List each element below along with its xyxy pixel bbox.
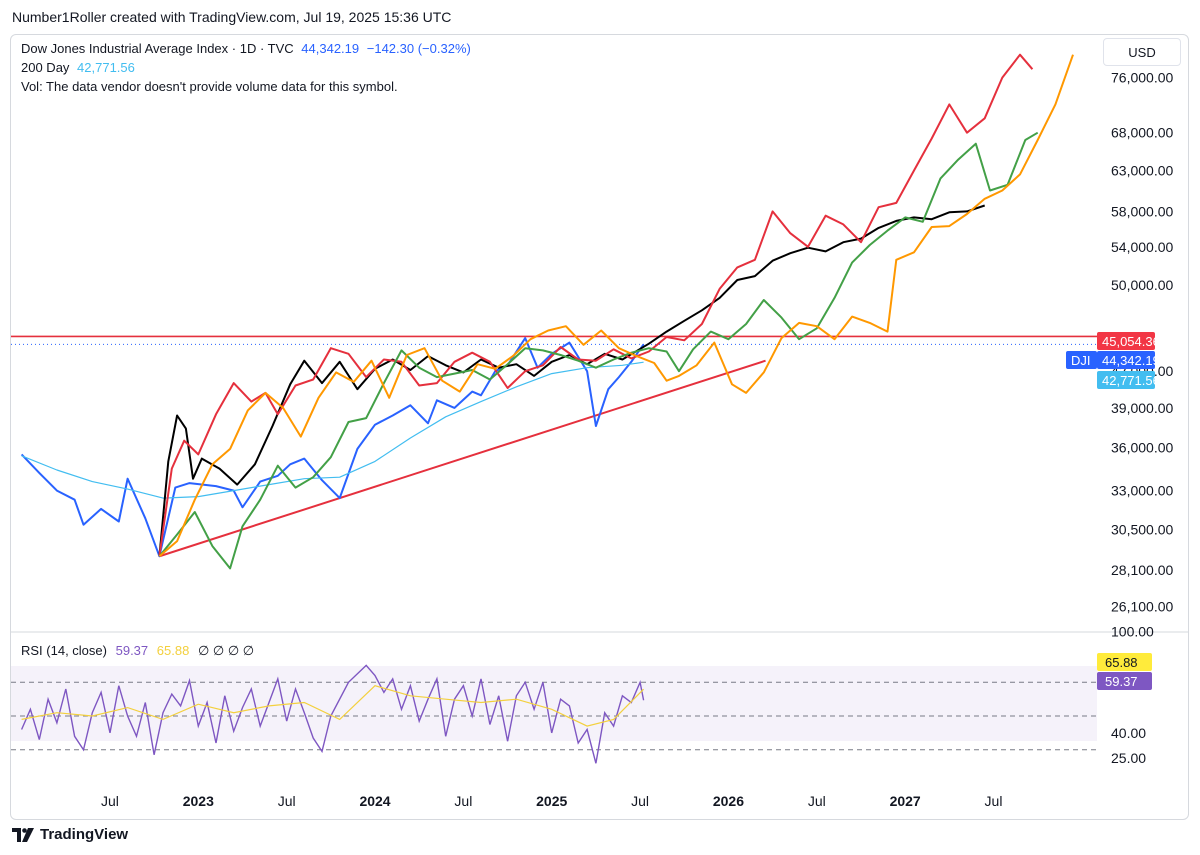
symbol-legend[interactable]: Dow Jones Industrial Average Index · 1D … xyxy=(21,40,475,58)
tradingview-icon xyxy=(12,827,34,842)
chart-frame xyxy=(10,34,1189,820)
last-price: 44,342.19 xyxy=(301,41,360,56)
rsi-title: RSI (14, close) xyxy=(21,643,107,658)
rsi-legend[interactable]: RSI (14, close) 59.37 65.88 ∅ ∅ ∅ ∅ xyxy=(21,642,259,660)
price-change: −142.30 (−0.32%) xyxy=(366,41,471,56)
volume-note: Vol: The data vendor doesn't provide vol… xyxy=(21,79,398,94)
ma-legend[interactable]: 200 Day 42,771.56 xyxy=(21,59,139,77)
symbol-title: Dow Jones Industrial Average Index · 1D … xyxy=(21,41,294,56)
ma-label: 200 Day xyxy=(21,60,70,75)
tradingview-logo[interactable]: TradingView xyxy=(12,826,128,843)
ma-value: 42,771.56 xyxy=(77,60,135,75)
rsi-extra: ∅ ∅ ∅ ∅ xyxy=(197,643,255,658)
rsi-ma-value: 65.88 xyxy=(156,643,190,658)
currency-button[interactable]: USD xyxy=(1103,38,1181,66)
watermark-text: TradingView xyxy=(40,826,129,843)
rsi-value: 59.37 xyxy=(115,643,149,658)
chart-credit: Number1Roller created with TradingView.c… xyxy=(12,9,452,25)
